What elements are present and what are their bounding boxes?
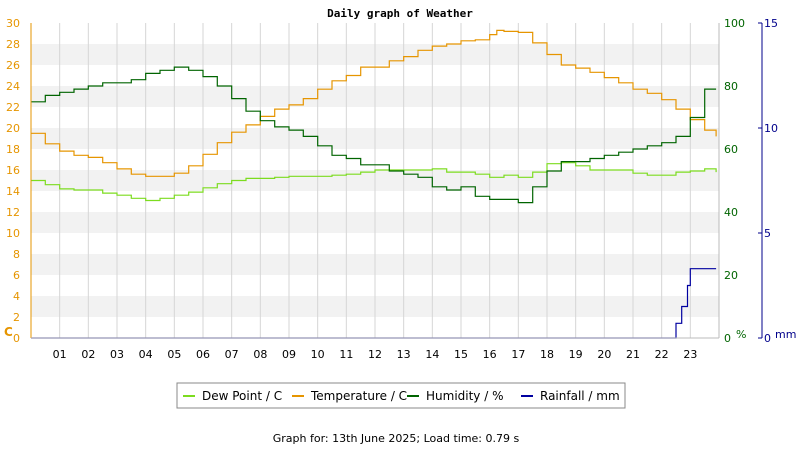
rain-axis-ticks: 0 5 10 15 bbox=[758, 17, 778, 345]
left-tick-label: 28 bbox=[6, 38, 20, 51]
chart-title: Daily graph of Weather bbox=[327, 7, 473, 20]
left-tick-label: 0 bbox=[13, 332, 20, 345]
legend-label: Rainfall / mm bbox=[540, 389, 620, 403]
x-tick-label: 04 bbox=[139, 348, 153, 361]
x-tick-label: 10 bbox=[311, 348, 325, 361]
left-tick-label: 16 bbox=[6, 164, 20, 177]
humidity-tick-label: 100 bbox=[724, 17, 745, 30]
x-tick-label: 18 bbox=[540, 348, 554, 361]
legend-box bbox=[176, 382, 626, 409]
left-tick-label: 8 bbox=[13, 248, 20, 261]
x-tick-label: 16 bbox=[483, 348, 497, 361]
x-tick-label: 21 bbox=[626, 348, 640, 361]
humidity-tick-label: 0 bbox=[724, 332, 731, 345]
x-tick-label: 12 bbox=[368, 348, 382, 361]
left-tick-label: 12 bbox=[6, 206, 20, 219]
left-tick-label: 4 bbox=[13, 290, 20, 303]
rain-tick-label: 10 bbox=[764, 122, 778, 135]
x-tick-label: 07 bbox=[225, 348, 239, 361]
left-tick-label: 22 bbox=[6, 101, 20, 114]
x-tick-label: 20 bbox=[597, 348, 611, 361]
x-tick-label: 09 bbox=[282, 348, 296, 361]
humidity-tick-label: 40 bbox=[724, 206, 738, 219]
x-tick-label: 22 bbox=[655, 348, 669, 361]
left-tick-label: 18 bbox=[6, 143, 20, 156]
x-tick-label: 01 bbox=[53, 348, 67, 361]
rain-axis-unit: mm bbox=[775, 328, 796, 341]
footer-text: Graph for: 13th June 2025; Load time: 0.… bbox=[273, 432, 520, 445]
left-tick-label: 24 bbox=[6, 80, 20, 93]
x-tick-label: 11 bbox=[339, 348, 353, 361]
humidity-tick-label: 80 bbox=[724, 80, 738, 93]
series-line-2 bbox=[31, 66, 717, 204]
left-tick-label: 30 bbox=[6, 17, 20, 30]
series-line-0 bbox=[31, 162, 717, 202]
x-tick-label: 19 bbox=[569, 348, 583, 361]
x-tick-label: 03 bbox=[110, 348, 124, 361]
humidity-tick-label: 20 bbox=[724, 269, 738, 282]
x-tick-label: 13 bbox=[397, 348, 411, 361]
series-line-1 bbox=[31, 29, 717, 177]
x-tick-label: 17 bbox=[511, 348, 525, 361]
legend-label: Temperature / C bbox=[310, 389, 407, 403]
rain-tick-label: 5 bbox=[764, 227, 771, 240]
left-tick-label: 6 bbox=[13, 269, 20, 282]
legend-label: Dew Point / C bbox=[202, 389, 282, 403]
left-tick-label: 26 bbox=[6, 59, 20, 72]
left-tick-label: 20 bbox=[6, 122, 20, 135]
left-tick-label: 10 bbox=[6, 227, 20, 240]
left-tick-label: 14 bbox=[6, 185, 20, 198]
x-tick-label: 14 bbox=[425, 348, 439, 361]
humidity-axis-ticks: 0 20 40 60 80 100 bbox=[724, 17, 745, 345]
x-tick-label: 23 bbox=[683, 348, 697, 361]
rain-tick-label: 15 bbox=[764, 17, 778, 30]
axes bbox=[30, 23, 763, 339]
x-tick-label: 06 bbox=[196, 348, 210, 361]
left-tick-label: 2 bbox=[13, 311, 20, 324]
legend-label: Humidity / % bbox=[426, 389, 503, 403]
x-tick-label: 05 bbox=[167, 348, 181, 361]
x-axis-ticks: 01 02 03 04 05 06 07 08 09 10 11 12 13 14 15 16 17 18 19 20… bbox=[53, 348, 698, 361]
left-axis-unit: C bbox=[4, 325, 13, 339]
x-tick-label: 15 bbox=[454, 348, 468, 361]
legend: Dew Point / C Temperature / C Humidity / %… bbox=[176, 382, 626, 409]
rain-tick-label: 0 bbox=[764, 332, 771, 345]
humidity-axis-unit: % bbox=[736, 328, 746, 341]
humidity-tick-label: 60 bbox=[724, 143, 738, 156]
x-tick-label: 08 bbox=[253, 348, 267, 361]
x-tick-label: 02 bbox=[81, 348, 95, 361]
